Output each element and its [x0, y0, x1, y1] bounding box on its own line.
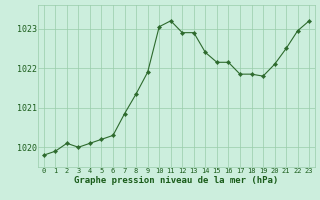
X-axis label: Graphe pression niveau de la mer (hPa): Graphe pression niveau de la mer (hPa): [74, 176, 279, 185]
